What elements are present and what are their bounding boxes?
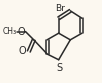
Text: S: S bbox=[56, 63, 63, 73]
Text: CH₃: CH₃ bbox=[2, 27, 16, 36]
Text: O: O bbox=[18, 27, 26, 37]
Text: Br: Br bbox=[55, 4, 65, 13]
Text: O: O bbox=[19, 46, 26, 56]
